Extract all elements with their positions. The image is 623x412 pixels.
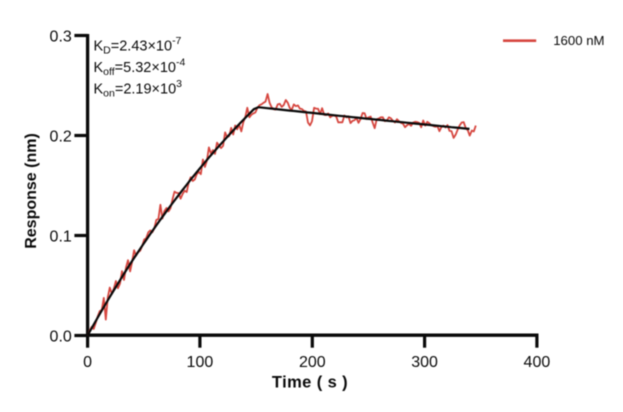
svg-text:Kon=2.19×103: Kon=2.19×103: [94, 78, 183, 100]
svg-text:400: 400: [524, 354, 551, 371]
svg-text:0.2: 0.2: [50, 128, 72, 145]
svg-text:0: 0: [83, 354, 92, 371]
svg-text:Response (nm): Response (nm): [23, 133, 40, 249]
svg-text:200: 200: [299, 354, 326, 371]
svg-text:Time ( s ): Time ( s ): [272, 373, 348, 391]
svg-text:0.1: 0.1: [50, 228, 72, 245]
svg-text:Koff=5.32×10-4: Koff=5.32×10-4: [94, 57, 186, 79]
svg-text:1600 nM: 1600 nM: [553, 33, 604, 48]
svg-text:300: 300: [411, 354, 438, 371]
svg-text:KD=2.43×10-7: KD=2.43×10-7: [94, 35, 182, 57]
svg-text:0.3: 0.3: [50, 28, 72, 45]
svg-text:0.0: 0.0: [50, 328, 72, 345]
svg-text:100: 100: [187, 354, 214, 371]
